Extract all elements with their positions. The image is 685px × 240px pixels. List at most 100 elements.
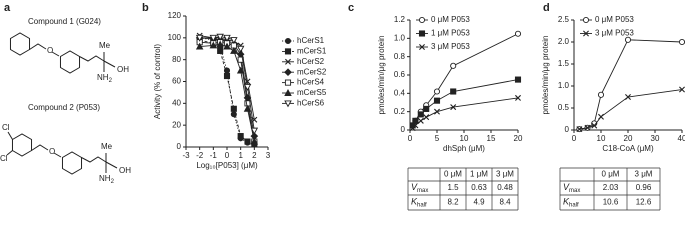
table-cell: 0.96	[636, 183, 652, 192]
y-tick-label: 1.0	[558, 81, 570, 90]
table-cell: 12.6	[636, 198, 652, 207]
marker	[195, 34, 204, 42]
row-symbol: V	[411, 182, 418, 192]
y-tick-label: 120	[168, 11, 182, 20]
legend-label: 3 μM P053	[595, 29, 634, 38]
x-tick-label: 0	[572, 134, 577, 143]
marker	[625, 94, 631, 100]
legend-marker	[284, 89, 292, 96]
marker	[576, 126, 583, 133]
marker	[412, 117, 419, 124]
marker	[223, 42, 231, 50]
legend-marker	[284, 37, 292, 45]
marker	[250, 137, 259, 145]
legend-label: hCerS4	[297, 78, 325, 87]
marker	[216, 40, 224, 48]
marker	[195, 42, 204, 50]
marker	[412, 122, 419, 129]
marker	[209, 34, 218, 42]
y-tick-label: 0	[177, 142, 182, 151]
x-tick-label: 0	[225, 151, 230, 160]
legend-label: 3 μM P053	[431, 42, 470, 51]
y-tick-label: 0	[565, 125, 570, 134]
bond	[81, 156, 107, 163]
x-tick-label: 2	[252, 151, 257, 160]
marker	[433, 97, 441, 104]
legend-marker	[582, 16, 590, 24]
atom-label: OH	[117, 65, 129, 74]
y-tick-label: 0.4	[394, 88, 406, 97]
x-tick-label: 20	[624, 134, 633, 143]
marker	[450, 88, 457, 95]
marker	[230, 37, 238, 44]
atom-label: Cl	[2, 123, 10, 132]
x-tick-label: 3	[266, 151, 271, 160]
marker	[237, 133, 244, 140]
legend-label: mCerS1	[297, 47, 327, 56]
legend-marker	[583, 30, 589, 37]
marker	[209, 41, 218, 49]
x-tick-label: 30	[651, 134, 660, 143]
marker	[434, 108, 440, 115]
marker	[236, 45, 245, 53]
x-tick-label: -3	[182, 151, 190, 160]
y-tick-label: 0.5	[558, 103, 570, 112]
table-header: 3 μM	[496, 170, 514, 179]
table-cell: 8.2	[447, 198, 459, 207]
table-header: 1 μM	[470, 170, 488, 179]
atom-label: Cl	[0, 154, 8, 163]
panel-label: a	[4, 2, 11, 14]
marker	[237, 56, 244, 63]
x-tick-label: 20	[514, 134, 523, 143]
x-axis-label: dhSph (μM)	[443, 144, 485, 153]
marker	[423, 114, 430, 121]
marker	[223, 34, 231, 42]
row-subscript: half	[417, 202, 427, 208]
atom-label: Me	[99, 41, 111, 50]
x-tick-label: 10	[460, 134, 469, 143]
marker	[417, 111, 424, 118]
table-header: 3 μM	[635, 170, 653, 179]
legend-marker	[419, 44, 425, 50]
marker	[230, 46, 238, 54]
ring	[59, 50, 81, 74]
series-line	[199, 41, 255, 142]
bond	[53, 152, 62, 158]
row-subscript: max	[417, 188, 428, 194]
bond	[105, 161, 118, 169]
legend-marker	[284, 68, 292, 77]
marker	[433, 88, 441, 95]
x-tick-label: -1	[210, 151, 218, 160]
ring	[11, 133, 33, 157]
table-row-label: Khalf	[563, 197, 579, 208]
y-tick-label: 0.2	[394, 107, 406, 116]
atom-label: Me	[101, 142, 113, 151]
ring	[61, 151, 83, 175]
marker	[679, 86, 685, 93]
legend-marker	[418, 30, 426, 37]
legend-label: 0 μM P053	[431, 15, 470, 24]
marker	[584, 124, 591, 131]
marker	[243, 84, 252, 91]
marker	[515, 94, 521, 101]
bond	[51, 51, 60, 57]
marker	[597, 91, 605, 98]
row-symbol: K	[411, 197, 418, 207]
x-tick-label: -2	[196, 151, 204, 160]
atom-label: NH2	[99, 174, 115, 184]
legend-marker	[284, 79, 292, 86]
legend-marker	[418, 16, 426, 24]
marker	[230, 105, 237, 112]
table-cell: 0.63	[471, 183, 487, 192]
marker	[417, 117, 424, 124]
ring	[9, 32, 31, 56]
series-line	[199, 36, 255, 131]
marker	[250, 127, 259, 135]
y-tick-label: 2.0	[558, 37, 570, 46]
legend-label: 1 μM P053	[431, 29, 470, 38]
bond	[103, 60, 116, 68]
legend-marker	[284, 48, 292, 55]
marker	[450, 62, 457, 69]
table-cell: 4.9	[473, 198, 485, 207]
